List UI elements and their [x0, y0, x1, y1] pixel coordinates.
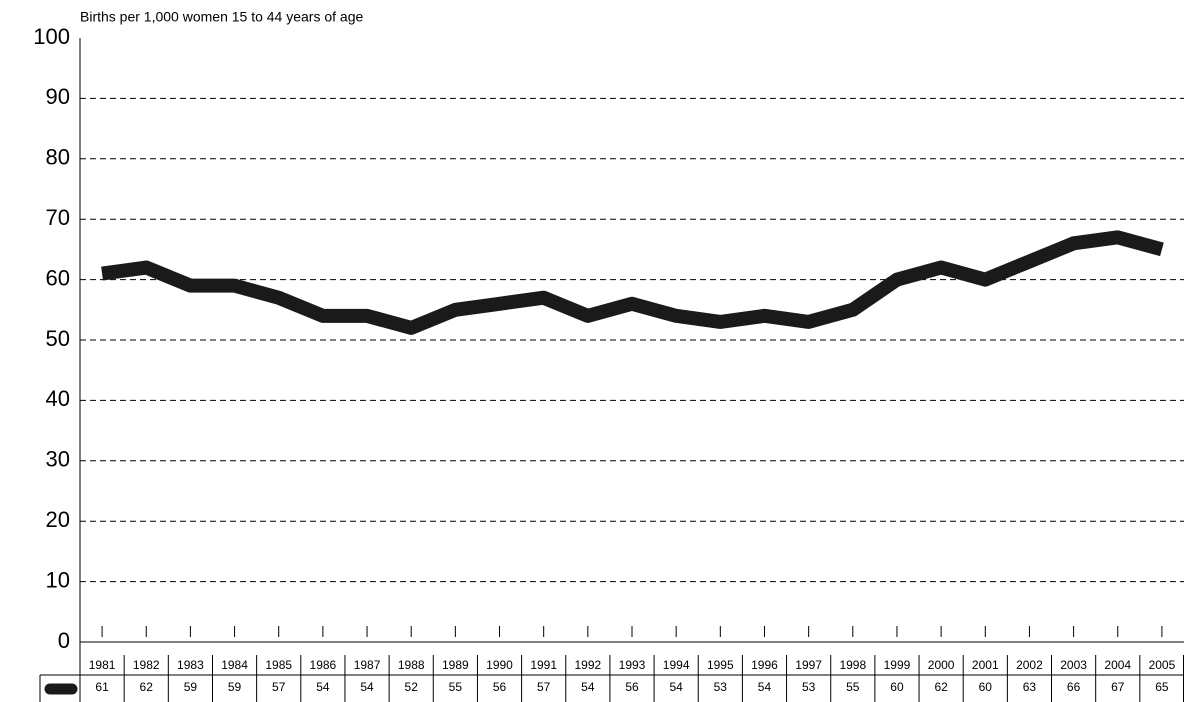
data-label: 56 — [625, 680, 639, 694]
x-tick-label: 1996 — [751, 658, 778, 672]
x-tick-label: 1993 — [619, 658, 646, 672]
data-label: 54 — [669, 680, 683, 694]
y-tick-label: 100 — [33, 24, 70, 49]
data-label: 66 — [1067, 680, 1081, 694]
data-label: 62 — [140, 680, 154, 694]
data-label: 60 — [890, 680, 904, 694]
x-tick-label: 1985 — [265, 658, 292, 672]
x-tick-label: 1998 — [839, 658, 866, 672]
data-line — [101, 230, 1164, 335]
x-tick-label: 1987 — [354, 658, 381, 672]
x-tick-label: 1981 — [89, 658, 116, 672]
data-label: 53 — [714, 680, 728, 694]
data-label: 56 — [493, 680, 507, 694]
data-label: 54 — [316, 680, 330, 694]
x-tick-label: 1995 — [707, 658, 734, 672]
y-tick-label: 40 — [46, 386, 70, 411]
y-tick-label: 70 — [46, 205, 70, 230]
y-tick-label: 30 — [46, 447, 70, 472]
x-tick-label: 2001 — [972, 658, 999, 672]
x-tick-label: 2003 — [1060, 658, 1087, 672]
x-tick-label: 1988 — [398, 658, 425, 672]
y-tick-label: 80 — [46, 145, 70, 170]
data-label: 67 — [1111, 680, 1125, 694]
x-tick-label: 1983 — [177, 658, 204, 672]
data-label: 52 — [405, 680, 419, 694]
data-label: 62 — [934, 680, 948, 694]
y-tick-label: 90 — [46, 84, 70, 109]
data-label: 61 — [95, 680, 109, 694]
data-label: 54 — [758, 680, 772, 694]
data-label: 55 — [846, 680, 860, 694]
data-label: 65 — [1155, 680, 1169, 694]
data-label: 59 — [184, 680, 198, 694]
y-tick-label: 60 — [46, 265, 70, 290]
x-tick-label: 1992 — [574, 658, 601, 672]
x-tick-label: 1999 — [884, 658, 911, 672]
x-tick-label: 1984 — [221, 658, 248, 672]
data-label: 63 — [1023, 680, 1037, 694]
x-tick-label: 2004 — [1104, 658, 1131, 672]
y-tick-label: 50 — [46, 326, 70, 351]
data-label: 59 — [228, 680, 242, 694]
x-tick-label: 1986 — [310, 658, 337, 672]
x-tick-label: 2005 — [1149, 658, 1176, 672]
x-tick-label: 1997 — [795, 658, 822, 672]
data-label: 54 — [360, 680, 374, 694]
x-tick-label: 1994 — [663, 658, 690, 672]
data-label: 57 — [272, 680, 286, 694]
x-tick-label: 1989 — [442, 658, 469, 672]
data-label: 60 — [979, 680, 993, 694]
x-tick-label: 2002 — [1016, 658, 1043, 672]
y-tick-label: 10 — [46, 567, 70, 592]
x-tick-label: 2000 — [928, 658, 955, 672]
data-label: 57 — [537, 680, 551, 694]
x-tick-label: 1990 — [486, 658, 513, 672]
chart-title: Births per 1,000 women 15 to 44 years of… — [80, 9, 363, 25]
data-label: 53 — [802, 680, 816, 694]
y-tick-label: 20 — [46, 507, 70, 532]
data-label: 54 — [581, 680, 595, 694]
x-tick-label: 1991 — [530, 658, 557, 672]
y-tick-label: 0 — [58, 628, 70, 653]
data-label: 55 — [449, 680, 463, 694]
x-tick-label: 1982 — [133, 658, 160, 672]
